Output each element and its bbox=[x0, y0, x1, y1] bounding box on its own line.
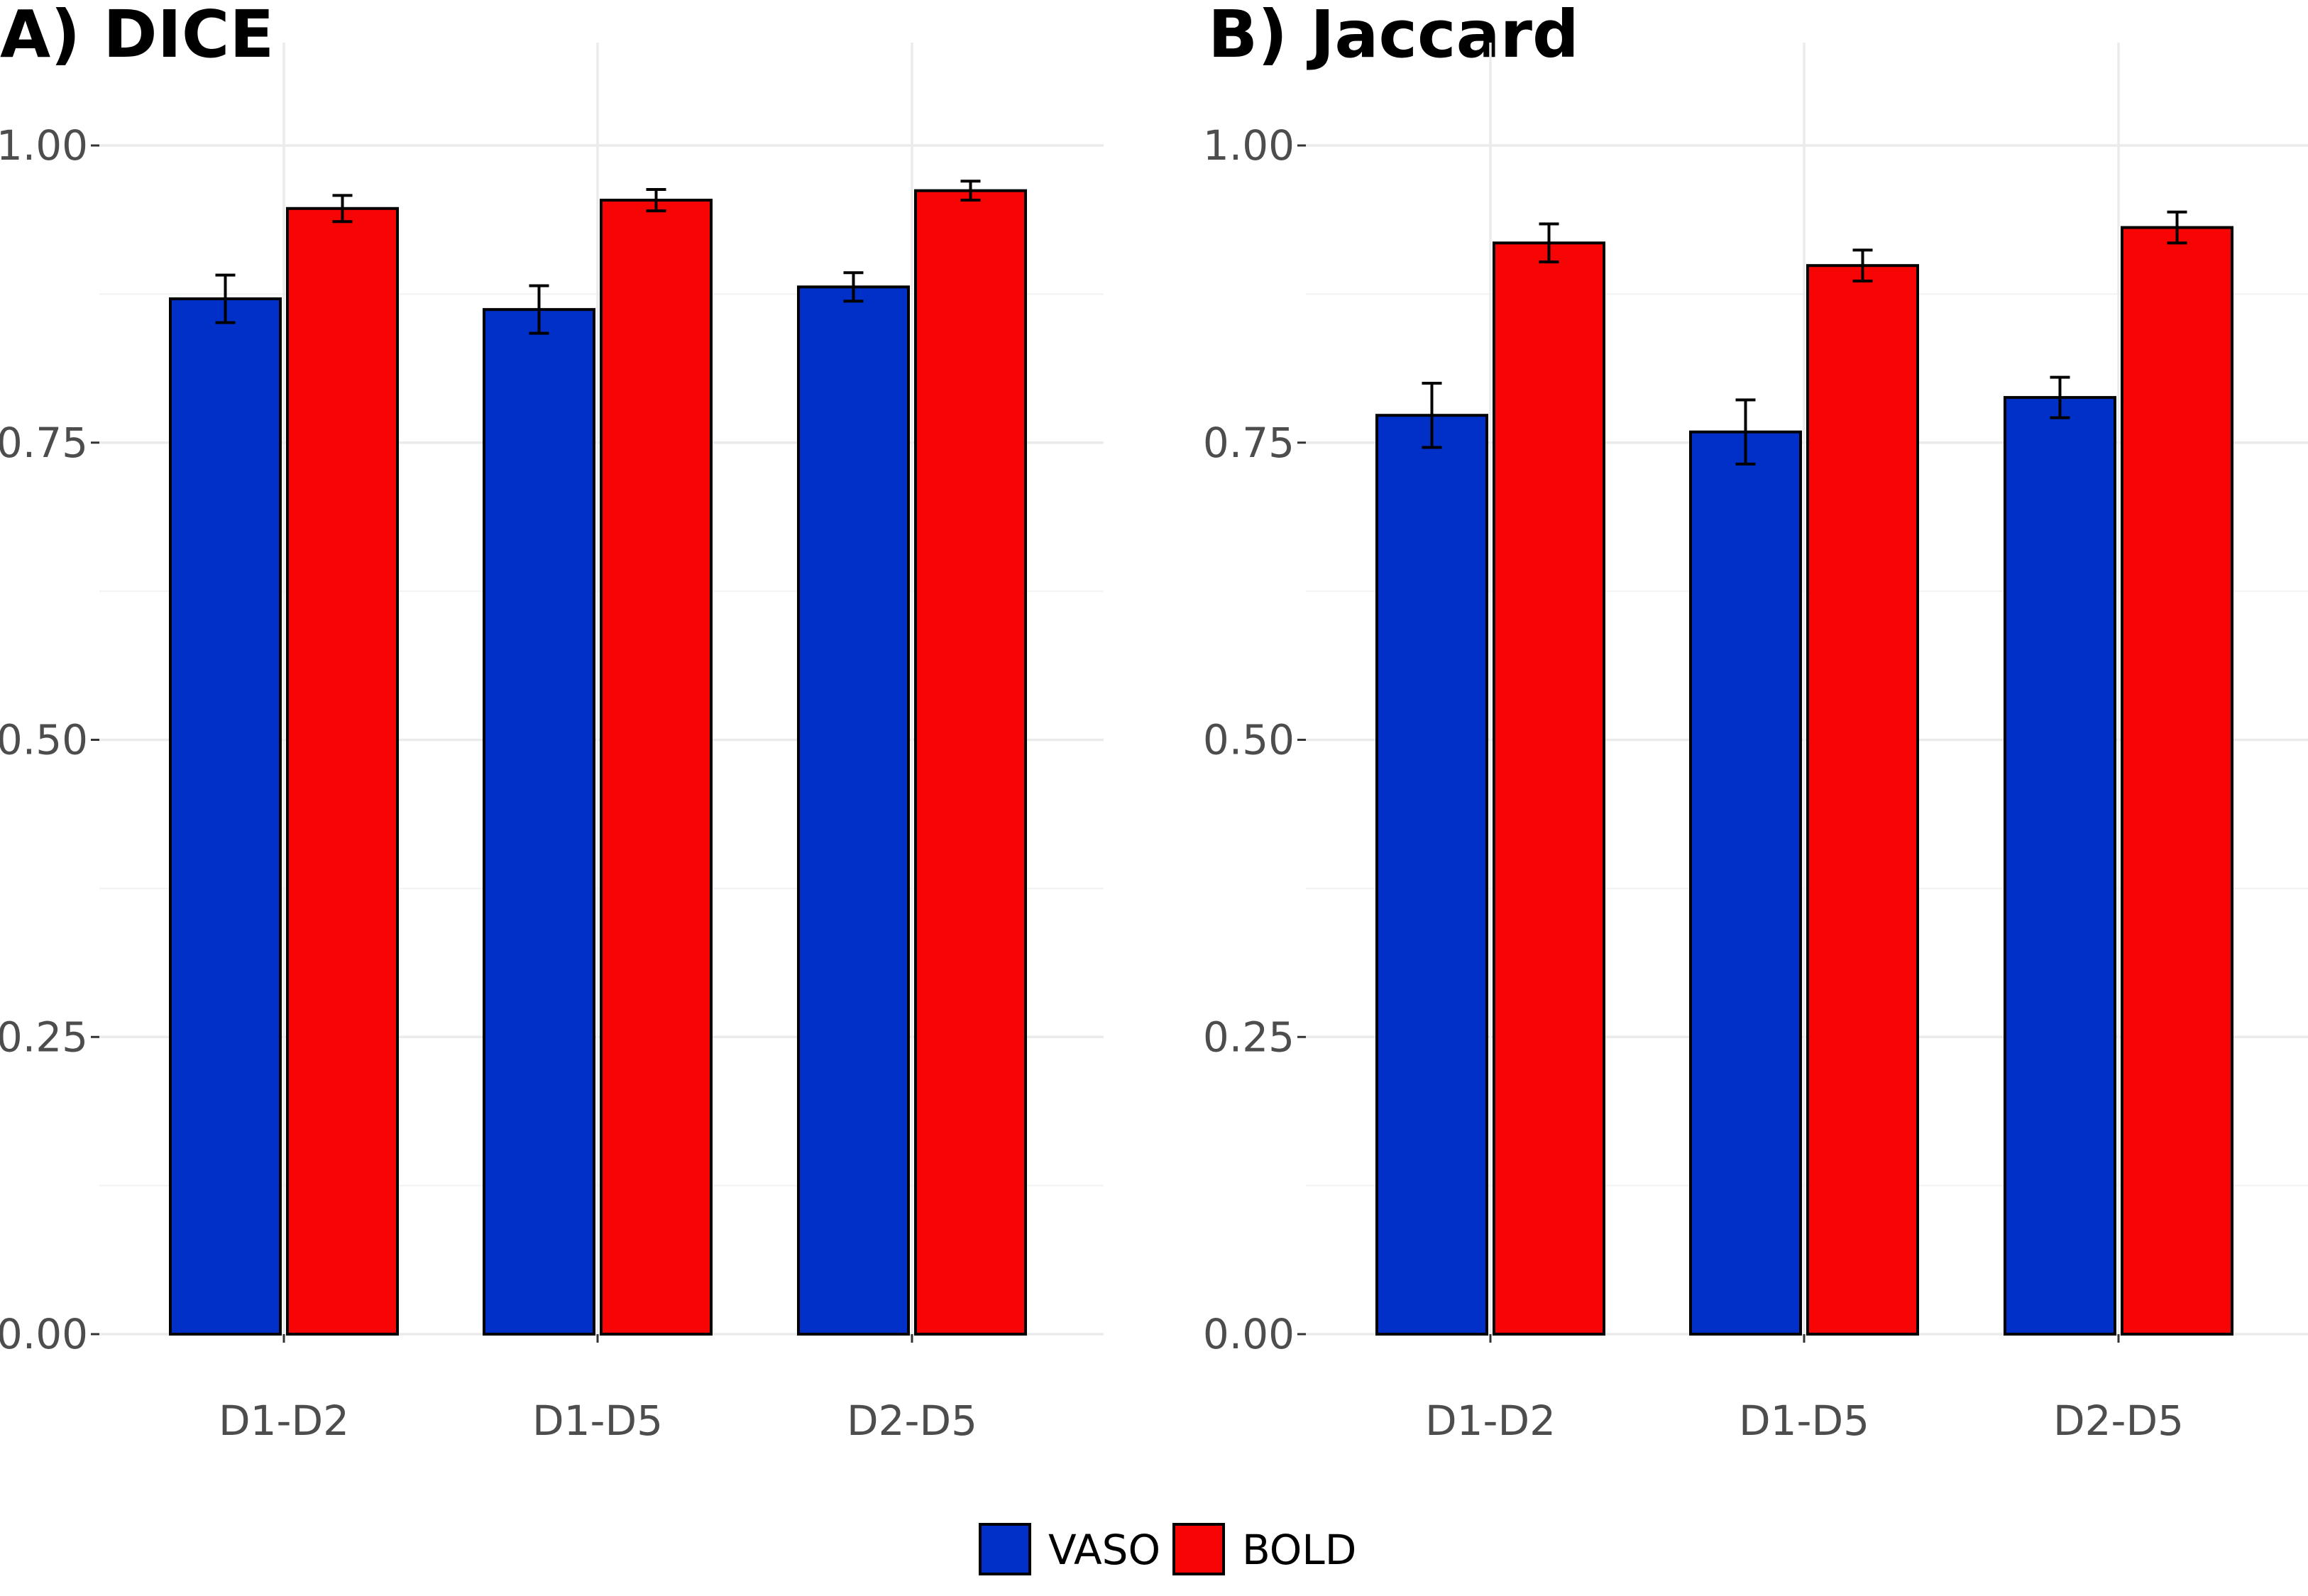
error-bar-bold-d2-d5 bbox=[2167, 210, 2187, 245]
bar-bold-d1-d5 bbox=[1806, 264, 1919, 1336]
bars bbox=[1375, 226, 2233, 1336]
y-tick-label: 0.25 bbox=[1203, 1013, 1295, 1061]
bar-vaso-d1-d5 bbox=[1689, 430, 1802, 1336]
bar-vaso-d2-d5 bbox=[2004, 396, 2116, 1336]
legend-label-bold: BOLD bbox=[1242, 1526, 1356, 1574]
error-bar-bold-d1-d5 bbox=[1852, 248, 1873, 282]
error-bar-bold-d1-d5 bbox=[646, 187, 666, 213]
panel-title: B) Jaccard bbox=[1208, 0, 1579, 72]
error-bar-vaso-d2-d5 bbox=[843, 271, 864, 303]
panel-title: A) DICE bbox=[0, 0, 274, 72]
bars bbox=[169, 189, 1027, 1336]
bar-bold-d1-d2 bbox=[1493, 241, 1605, 1336]
y-tick-label: 0.00 bbox=[1203, 1310, 1295, 1358]
y-tick-label: 0.50 bbox=[0, 716, 88, 764]
error-bar-vaso-d1-d2 bbox=[215, 273, 236, 324]
error-bar-bold-d2-d5 bbox=[960, 180, 981, 202]
legend-swatch-vaso bbox=[979, 1523, 1031, 1575]
y-tick-label: 1.00 bbox=[1203, 121, 1295, 170]
error-bar-vaso-d2-d5 bbox=[2050, 375, 2070, 419]
error-bars bbox=[215, 180, 981, 335]
x-tick-label: D1-D2 bbox=[1425, 1397, 1556, 1445]
bar-bold-d2-d5 bbox=[914, 189, 1027, 1336]
legend-label-vaso: VASO bbox=[1048, 1526, 1160, 1574]
axes: 0.00 0.25 0.50 0.75 1.00 D1-D2 D1-D5 D2-D5 bbox=[0, 121, 977, 1445]
error-bar-vaso-d1-d5 bbox=[1735, 398, 1756, 466]
bar-vaso-d1-d5 bbox=[483, 308, 595, 1336]
error-bar-vaso-d1-d5 bbox=[529, 284, 549, 335]
y-tick-label: 1.00 bbox=[0, 121, 88, 170]
legend-swatch-bold bbox=[1172, 1523, 1225, 1575]
error-bar-bold-d1-d2 bbox=[332, 194, 353, 224]
panel-jaccard: B) Jaccard 0.00 0.25 0.50 0.75 1.00 D1-D2 D1-D… bbox=[1203, 0, 2308, 1445]
x-tick-label: D1-D5 bbox=[1739, 1397, 1869, 1445]
y-tick-label: 0.25 bbox=[0, 1013, 88, 1061]
error-bar-vaso-d1-d2 bbox=[1422, 382, 1442, 449]
x-tick-label: D2-D5 bbox=[847, 1397, 977, 1445]
panel-dice: A) DICE 0.00 0.25 0.50 0.75 1.00 D1-D2 D1-D5 D2… bbox=[0, 0, 1104, 1445]
x-tick-label: D1-D2 bbox=[219, 1397, 349, 1445]
bar-vaso-d1-d2 bbox=[169, 297, 282, 1336]
y-tick-label: 0.00 bbox=[0, 1310, 88, 1358]
bar-bold-d1-d2 bbox=[286, 207, 399, 1336]
bar-vaso-d2-d5 bbox=[797, 285, 910, 1336]
axes: 0.00 0.25 0.50 0.75 1.00 D1-D2 D1-D5 D2-D5 bbox=[1203, 121, 2184, 1445]
legend: VASO BOLD bbox=[979, 1523, 1356, 1575]
y-tick-label: 0.75 bbox=[1203, 419, 1295, 467]
bar-vaso-d1-d2 bbox=[1375, 414, 1488, 1336]
error-bar-bold-d1-d2 bbox=[1539, 222, 1559, 264]
x-tick-label: D1-D5 bbox=[532, 1397, 663, 1445]
bar-bold-d2-d5 bbox=[2121, 226, 2233, 1336]
x-tick-label: D2-D5 bbox=[2053, 1397, 2184, 1445]
y-tick-label: 0.50 bbox=[1203, 716, 1295, 764]
error-bars bbox=[1422, 210, 2187, 466]
y-tick-label: 0.75 bbox=[0, 419, 88, 467]
bar-bold-d1-d5 bbox=[600, 199, 713, 1336]
